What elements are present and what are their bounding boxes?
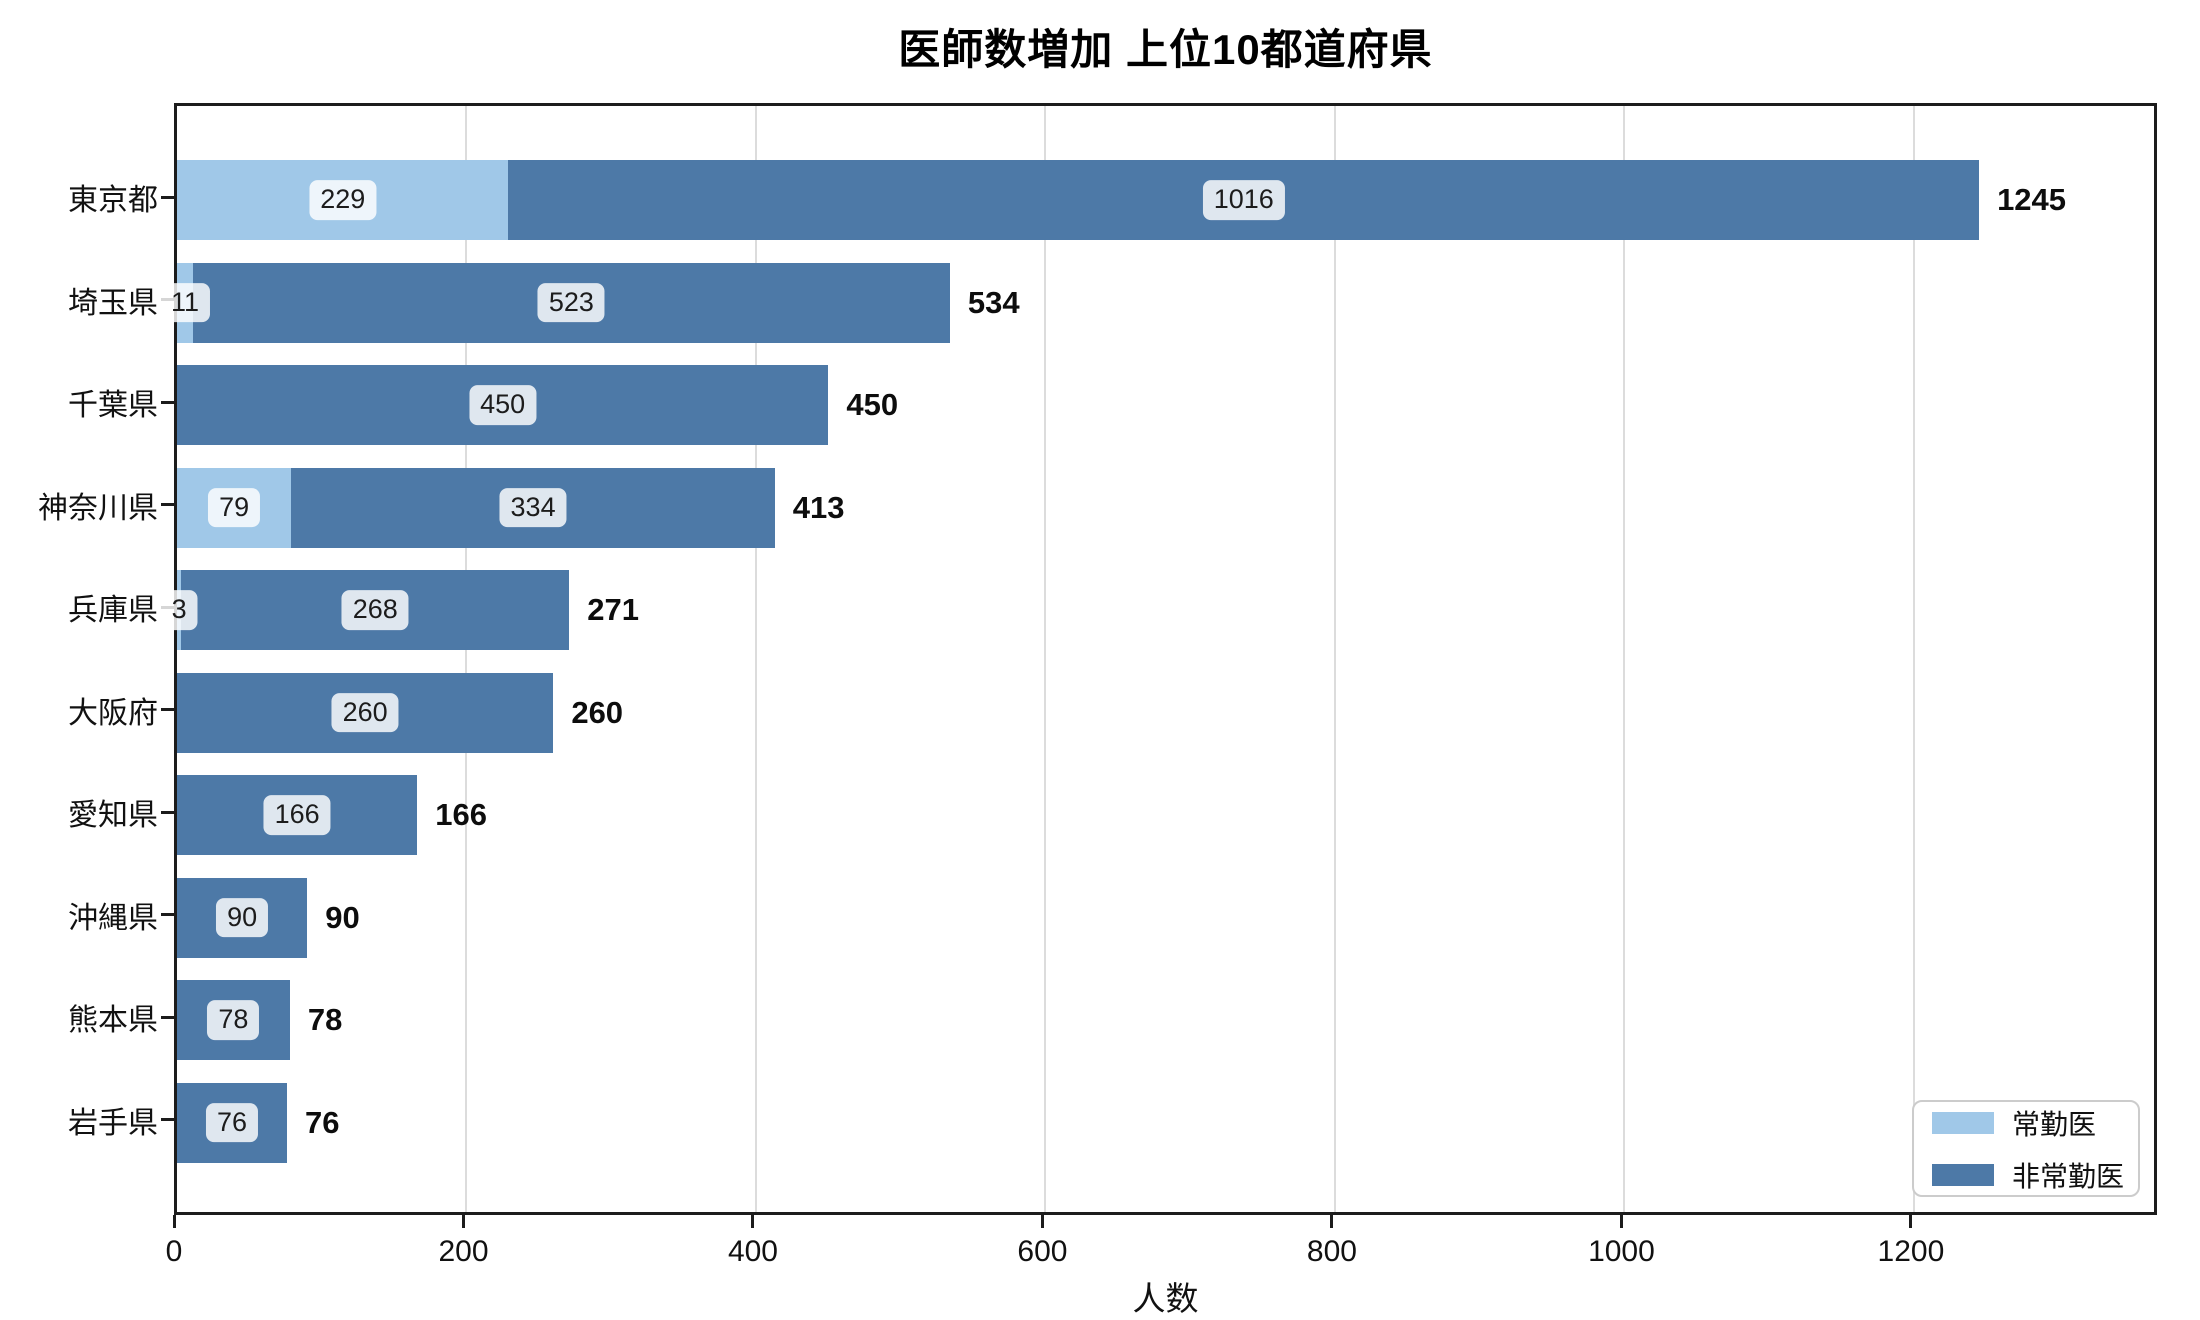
bar-segment-value: 268 <box>341 590 409 630</box>
bar-total-value: 271 <box>587 592 639 627</box>
gridline <box>1912 106 1915 1212</box>
legend-item-parttime: 非常勤医 <box>1932 1155 2124 1195</box>
y-tick-mark <box>161 400 174 404</box>
plot-area: 229 1016 1245 11 523 534 450 450 79 334 413 3 268 271… <box>159 103 2157 1215</box>
x-tick-mark <box>461 1215 465 1228</box>
bar-segment-value: 450 <box>469 385 537 425</box>
bar-segment-value: 78 <box>207 1000 260 1040</box>
x-tick-mark <box>751 1215 755 1228</box>
legend: 常勤医 非常勤医 <box>1912 1100 2140 1197</box>
x-tick-mark <box>1040 1215 1044 1228</box>
legend-swatch-parttime <box>1932 1163 1994 1186</box>
bar-total-value: 534 <box>967 284 1020 320</box>
y-category-label: 熊本県 <box>68 1004 158 1037</box>
y-tick-mark <box>161 1118 174 1121</box>
legend-item-fulltime: 常勤医 <box>1932 1103 2120 1143</box>
bar-segment-value: 523 <box>537 282 605 323</box>
bar-total-value: 166 <box>435 797 487 832</box>
legend-label-parttime: 非常勤医 <box>2012 1160 2125 1192</box>
x-tick-label: 800 <box>1306 1235 1357 1268</box>
gridline <box>1623 106 1626 1212</box>
gridline <box>1333 106 1336 1212</box>
bar-total-value: 413 <box>792 489 845 525</box>
y-category-label: 大阪府 <box>68 696 158 730</box>
chart-title: 医師数増加 上位10都道府県 <box>898 26 1433 73</box>
bar-segment-value: 76 <box>205 1102 259 1143</box>
x-tick-mark <box>1619 1215 1623 1228</box>
y-category-label: 愛知県 <box>68 799 158 832</box>
y-category-label: 神奈川県 <box>38 491 158 525</box>
y-tick-mark <box>161 503 174 506</box>
y-tick-mark <box>161 913 174 916</box>
y-category-label: 千葉県 <box>68 389 158 422</box>
x-tick-label: 1200 <box>1877 1235 1945 1268</box>
bar-total-value: 90 <box>325 899 360 935</box>
bar-segment-value: 229 <box>309 180 377 220</box>
x-tick-label: 600 <box>1017 1235 1068 1268</box>
bar-total-value: 450 <box>846 387 899 422</box>
y-category-label: 東京都 <box>68 184 158 217</box>
y-tick-mark <box>161 195 174 199</box>
y-tick-mark <box>161 1015 174 1019</box>
bar-segment-value: 11 <box>159 282 210 323</box>
x-tick-label: 200 <box>438 1235 489 1268</box>
x-axis-title: 人数 <box>1132 1280 1199 1317</box>
y-category-label: 兵庫県 <box>68 594 158 627</box>
gridline <box>465 106 468 1212</box>
y-category-label: 埼玉県 <box>68 286 158 320</box>
bar-segment-value: 334 <box>499 487 567 528</box>
x-tick-label: 1000 <box>1588 1235 1655 1268</box>
bar-total-value: 76 <box>305 1104 340 1140</box>
bar-segment-value: 90 <box>216 897 269 938</box>
legend-swatch-fulltime <box>1932 1111 1994 1134</box>
y-tick-mark <box>161 708 174 711</box>
bar-segment-value: 79 <box>208 487 261 528</box>
bar-total-value: 1245 <box>1997 182 2067 217</box>
y-category-label: 沖縄県 <box>68 901 158 935</box>
legend-label-fulltime: 常勤医 <box>2012 1108 2097 1140</box>
x-tick-mark <box>1909 1215 1913 1228</box>
y-tick-mark <box>161 810 174 814</box>
bar-segment-value: 3 <box>160 590 198 630</box>
y-category-label: 岩手県 <box>68 1106 158 1140</box>
x-tick-mark <box>172 1215 176 1228</box>
bar-segment-value: 1016 <box>1202 180 1285 220</box>
bar-total-value: 260 <box>571 694 624 730</box>
x-tick-mark <box>1330 1215 1334 1228</box>
bar-segment-value: 166 <box>263 795 331 835</box>
gridline <box>1044 106 1047 1212</box>
gridline <box>754 106 757 1212</box>
bar-total-value: 78 <box>307 1002 343 1037</box>
x-tick-label: 0 <box>165 1235 183 1268</box>
x-tick-label: 400 <box>727 1235 778 1268</box>
bar-segment-value: 260 <box>331 692 399 733</box>
